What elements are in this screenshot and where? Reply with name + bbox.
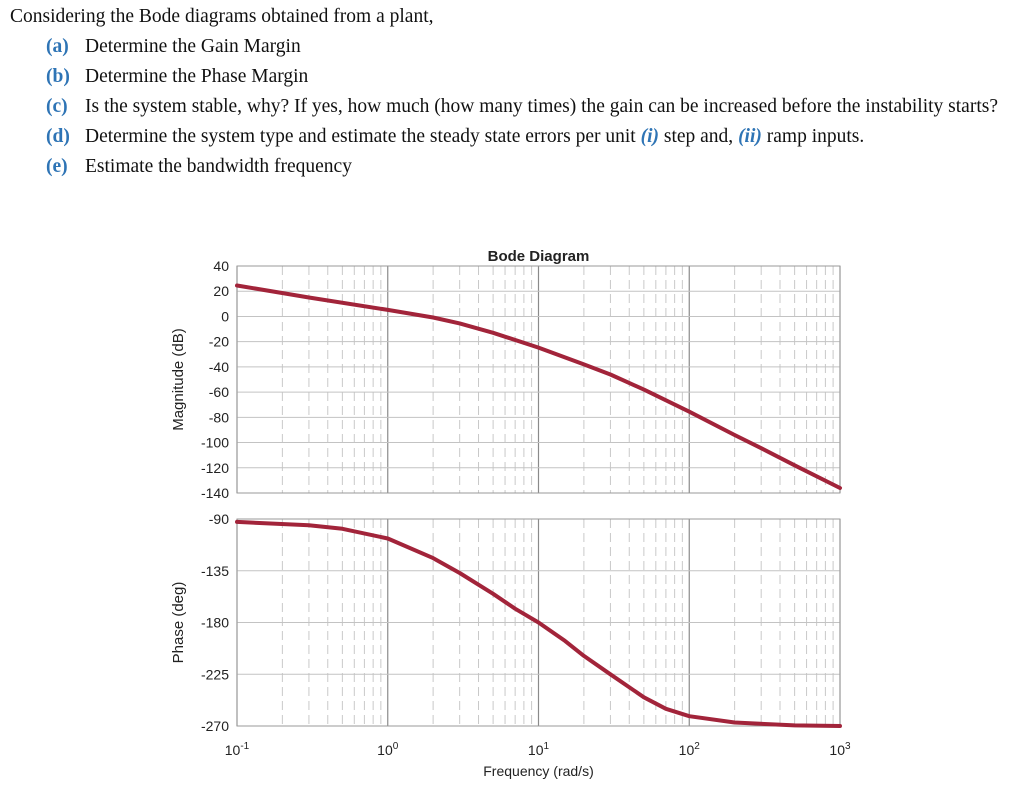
part-text: Estimate the bandwidth frequency: [85, 156, 352, 177]
part-text: Determine the system type and estimate t…: [85, 126, 641, 147]
question-part-e: (e) Estimate the bandwidth frequency: [10, 152, 1015, 182]
y-tick-label: -80: [209, 409, 229, 425]
x-tick-base: 10: [528, 742, 544, 758]
y-tick-label: -180: [201, 615, 229, 631]
y-tick-label: -60: [209, 384, 229, 400]
question-part-b: (b) Determine the Phase Margin: [10, 62, 1015, 92]
y-axis-label: Phase (deg): [170, 582, 187, 664]
magnitude-curve: [235, 283, 842, 490]
question-part-a: (a) Determine the Gain Margin: [10, 32, 1015, 62]
part-label: (a): [46, 36, 69, 57]
x-tick-label: 100: [377, 741, 399, 758]
y-tick-label: -140: [201, 485, 229, 501]
x-tick-base: 10: [679, 742, 695, 758]
x-tick-label: 10-1: [225, 741, 250, 758]
x-tick-exponent: 0: [393, 741, 399, 752]
part-text: ramp inputs.: [761, 126, 865, 147]
part-label: (c): [46, 96, 68, 117]
y-axis-label: Magnitude (dB): [170, 328, 187, 431]
x-tick-base: 10: [829, 742, 845, 758]
question-intro: Considering the Bode diagrams obtained f…: [10, 6, 434, 27]
question-part-d: (d) Determine the system type and estimat…: [10, 122, 1015, 152]
y-tick-label: 20: [213, 283, 229, 299]
panel-phase: -90 -135 -180 -225 -270 Phase (deg): [170, 511, 842, 734]
phase-curve: [235, 519, 842, 728]
x-tick-exponent: 1: [544, 741, 550, 752]
x-tick-exponent: 3: [845, 741, 851, 752]
x-tick-exponent: 2: [694, 741, 700, 752]
y-tick-label: -225: [201, 666, 229, 682]
chart-title: Bode Diagram: [488, 248, 590, 265]
x-tick-label: 102: [679, 741, 701, 758]
y-tick-label: -135: [201, 563, 229, 579]
question-text: Considering the Bode diagrams obtained f…: [10, 2, 1015, 182]
y-tick-label: -100: [201, 435, 229, 451]
x-axis-label: Frequency (rad/s): [483, 763, 593, 779]
y-tick-label: -270: [201, 718, 229, 734]
y-tick-label: 0: [221, 308, 229, 324]
part-text: step and,: [658, 126, 739, 147]
part-sublabel: (i): [640, 126, 659, 147]
plot-border: [236, 265, 841, 494]
question-part-c: (c) Is the system stable, why? If yes, ho…: [10, 92, 1015, 122]
y-tick-label: -20: [209, 334, 229, 350]
y-tick-label: -90: [209, 511, 229, 527]
x-tick-exponent: -1: [240, 741, 249, 752]
part-label: (d): [46, 126, 70, 147]
x-tick-base: 10: [377, 742, 393, 758]
y-tick-label: 40: [213, 258, 229, 274]
part-sublabel: (ii): [738, 126, 762, 147]
x-tick-label: 103: [829, 741, 851, 758]
part-text: Determine the Phase Margin: [85, 66, 309, 87]
plot-border: [236, 518, 841, 727]
part-label: (e): [46, 156, 68, 177]
x-tick-label: 101: [528, 741, 550, 758]
part-text: Determine the Gain Margin: [85, 36, 301, 57]
part-text: Is the system stable, why? If yes, how m…: [85, 96, 998, 117]
part-label: (b): [46, 66, 70, 87]
panel-magnitude: 40 20 0 -20 -40 -60 -80 -100 -120 -140 Magnitude (…: [170, 258, 842, 501]
x-tick-base: 10: [225, 742, 241, 758]
y-tick-label: -40: [209, 359, 229, 375]
y-tick-label: -120: [201, 460, 229, 476]
question-parts: (a) Determine the Gain Margin (b) Determine…: [10, 32, 1015, 182]
